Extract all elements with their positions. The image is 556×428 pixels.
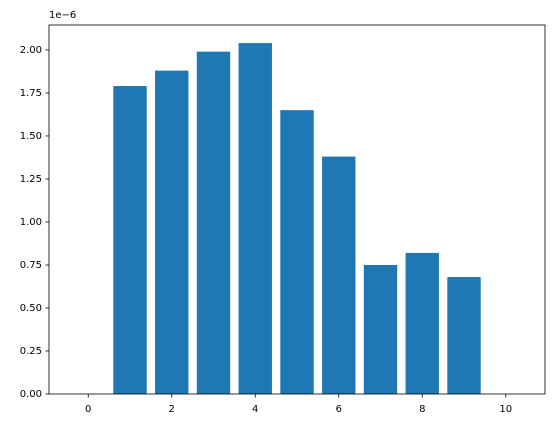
y-tick-label: 0.75 xyxy=(20,260,42,271)
x-tick-label: 6 xyxy=(336,404,342,415)
y-tick-label: 1.75 xyxy=(20,88,42,99)
y-tick-label: 1.00 xyxy=(20,217,42,228)
bar xyxy=(447,277,481,394)
y-offset-label: 1e−6 xyxy=(49,10,76,21)
y-tick-label: 1.25 xyxy=(20,174,42,185)
bar xyxy=(113,86,147,394)
bar xyxy=(238,43,272,395)
x-tick-label: 8 xyxy=(419,404,425,415)
bar xyxy=(280,110,314,395)
x-tick-label: 10 xyxy=(499,404,512,415)
y-tick-label: 0.25 xyxy=(20,346,42,357)
bar xyxy=(155,70,189,395)
y-tick-label: 2.00 xyxy=(20,45,42,56)
y-tick-label: 0.00 xyxy=(20,389,42,400)
plot-frame xyxy=(48,24,546,395)
y-tick-label: 0.50 xyxy=(20,303,42,314)
x-tick-label: 2 xyxy=(169,404,175,415)
x-tick-label: 0 xyxy=(85,404,91,415)
y-tick-label: 1.50 xyxy=(20,131,42,142)
bar xyxy=(405,252,439,394)
bar xyxy=(196,51,231,394)
x-tick-label: 4 xyxy=(252,404,258,415)
bar xyxy=(363,264,398,394)
bar xyxy=(322,156,356,394)
